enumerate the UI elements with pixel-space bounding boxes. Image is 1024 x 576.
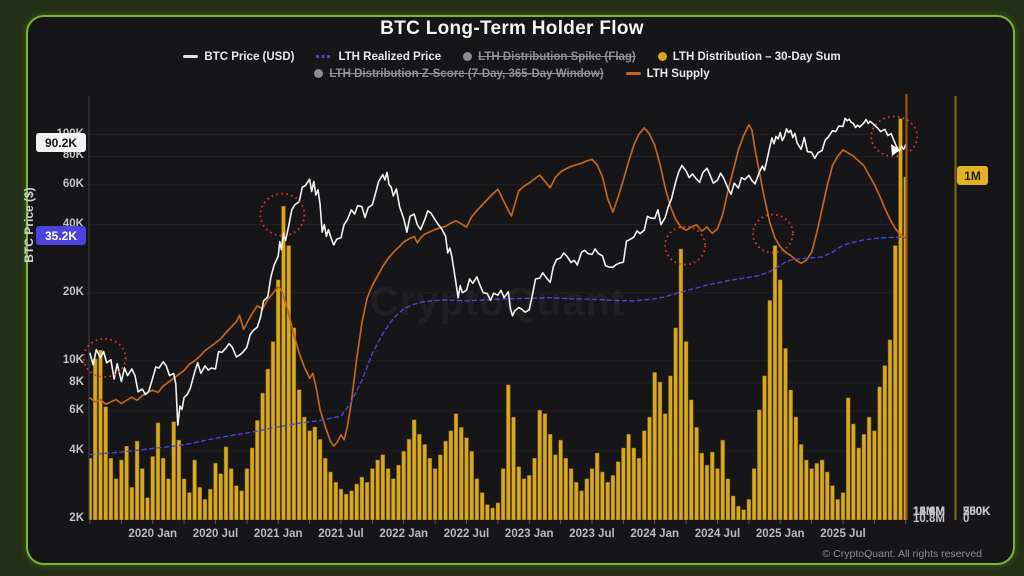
- x-tick-label: 2021 Jan: [253, 528, 303, 540]
- annotation-circle: [752, 213, 794, 254]
- current-distribution-badge: 1M: [957, 166, 988, 186]
- price-tick-label: 6K: [69, 404, 84, 417]
- supply-tick-label: 12M: [913, 506, 936, 518]
- current-realized-price-badge: 35.2K: [36, 226, 86, 246]
- current-price-badge: 90.2K: [36, 133, 86, 153]
- legend-label: LTH Distribution Z-Score (7-Day, 365-Day…: [329, 67, 604, 80]
- legend-item-lth-distribution-spike[interactable]: LTH Distribution Spike (Flag): [463, 51, 636, 63]
- x-tick-label: 2021 Jul: [318, 528, 364, 540]
- x-tick-label: 2023 Jul: [569, 528, 615, 540]
- distribution-tick-label: 0: [963, 513, 970, 525]
- lth-distribution-z-score-swatch-icon: [314, 69, 324, 78]
- lth-distribution-spike-swatch-icon: [463, 52, 473, 61]
- legend-item-lth-distribution-30d-sum[interactable]: LTH Distribution – 30-Day Sum: [657, 50, 841, 63]
- x-tick-label: 2024 Jan: [630, 528, 680, 540]
- current-price-marker: [891, 144, 900, 156]
- lth-realized-price-line: [89, 236, 904, 456]
- distribution-tick-label: 250K: [963, 506, 991, 518]
- lth-supply-swatch-icon: [625, 72, 641, 75]
- annotation-circle: [870, 115, 919, 158]
- x-tick-label: 2020 Jan: [128, 528, 178, 540]
- price-tick-label: 8K: [69, 375, 84, 388]
- legend-row: LTH Distribution Z-Score (7-Day, 365-Day…: [0, 65, 1024, 82]
- chart-title: BTC Long-Term Holder Flow: [380, 18, 644, 39]
- price-tick-label: 10K: [62, 353, 84, 366]
- legend-row: BTC Price (USD) LTH Realized Price LTH Dis…: [0, 48, 1024, 65]
- lth-distribution-bars: [89, 118, 906, 520]
- distribution-tick-label: 750K: [963, 506, 991, 518]
- lth-distribution-30d-sum-swatch-icon: [657, 52, 667, 61]
- price-tick-label: 20K: [62, 285, 84, 298]
- price-tick-label: 2K: [69, 512, 84, 524]
- legend-label: BTC Price (USD): [204, 50, 295, 63]
- price-tick-label: 60K: [62, 177, 84, 190]
- legend: BTC Price (USD) LTH Realized Price LTH Dis…: [0, 48, 1024, 82]
- x-tick-label: 2025 Jan: [755, 528, 805, 540]
- distribution-tick-label: 500K: [963, 506, 991, 518]
- price-tick-label: 80K: [62, 149, 84, 162]
- legend-item-lth-supply[interactable]: LTH Supply: [625, 67, 710, 80]
- supply-tick-label: 14.4M: [913, 506, 945, 518]
- x-tick-label: 2024 Jul: [694, 528, 741, 540]
- legend-label: LTH Distribution Spike (Flag): [478, 50, 636, 63]
- price-tick-label: 4K: [69, 443, 84, 456]
- btc-price-swatch-icon: [183, 55, 199, 58]
- x-tick-label: 2025 Jul: [820, 528, 866, 540]
- copyright-footer: © CryptoQuant. All rights reserved: [822, 548, 982, 560]
- legend-item-lth-distribution-z-score[interactable]: LTH Distribution Z-Score (7-Day, 365-Day…: [314, 67, 604, 80]
- x-tick-label: 2022 Jul: [443, 528, 490, 540]
- legend-label: LTH Realized Price: [338, 50, 442, 63]
- lth-realized-price-swatch-icon: [316, 55, 333, 58]
- legend-label: LTH Supply: [646, 67, 710, 80]
- annotation-circle: [259, 192, 306, 237]
- annotation-circle: [664, 225, 706, 266]
- legend-item-btc-price[interactable]: BTC Price (USD): [183, 51, 294, 63]
- lth-supply-line: [89, 123, 906, 447]
- x-tick-label: 2020 Jul: [192, 528, 239, 540]
- supply-tick-label: 13.2M: [913, 506, 945, 518]
- cryptoquant-watermark: CryptoQuant: [369, 280, 626, 324]
- legend-label: LTH Distribution – 30-Day Sum: [672, 50, 841, 63]
- btc-price-line: [89, 117, 906, 426]
- x-tick-label: 2023 Jan: [504, 528, 554, 540]
- x-tick-label: 2022 Jan: [379, 528, 429, 540]
- price-axis-title: BTC Price ($): [22, 187, 36, 263]
- legend-item-lth-realized-price[interactable]: LTH Realized Price: [316, 51, 441, 63]
- supply-tick-label: 15.6M: [913, 506, 945, 518]
- annotation-circle: [82, 337, 127, 378]
- supply-tick-label: 10.8M: [913, 513, 945, 525]
